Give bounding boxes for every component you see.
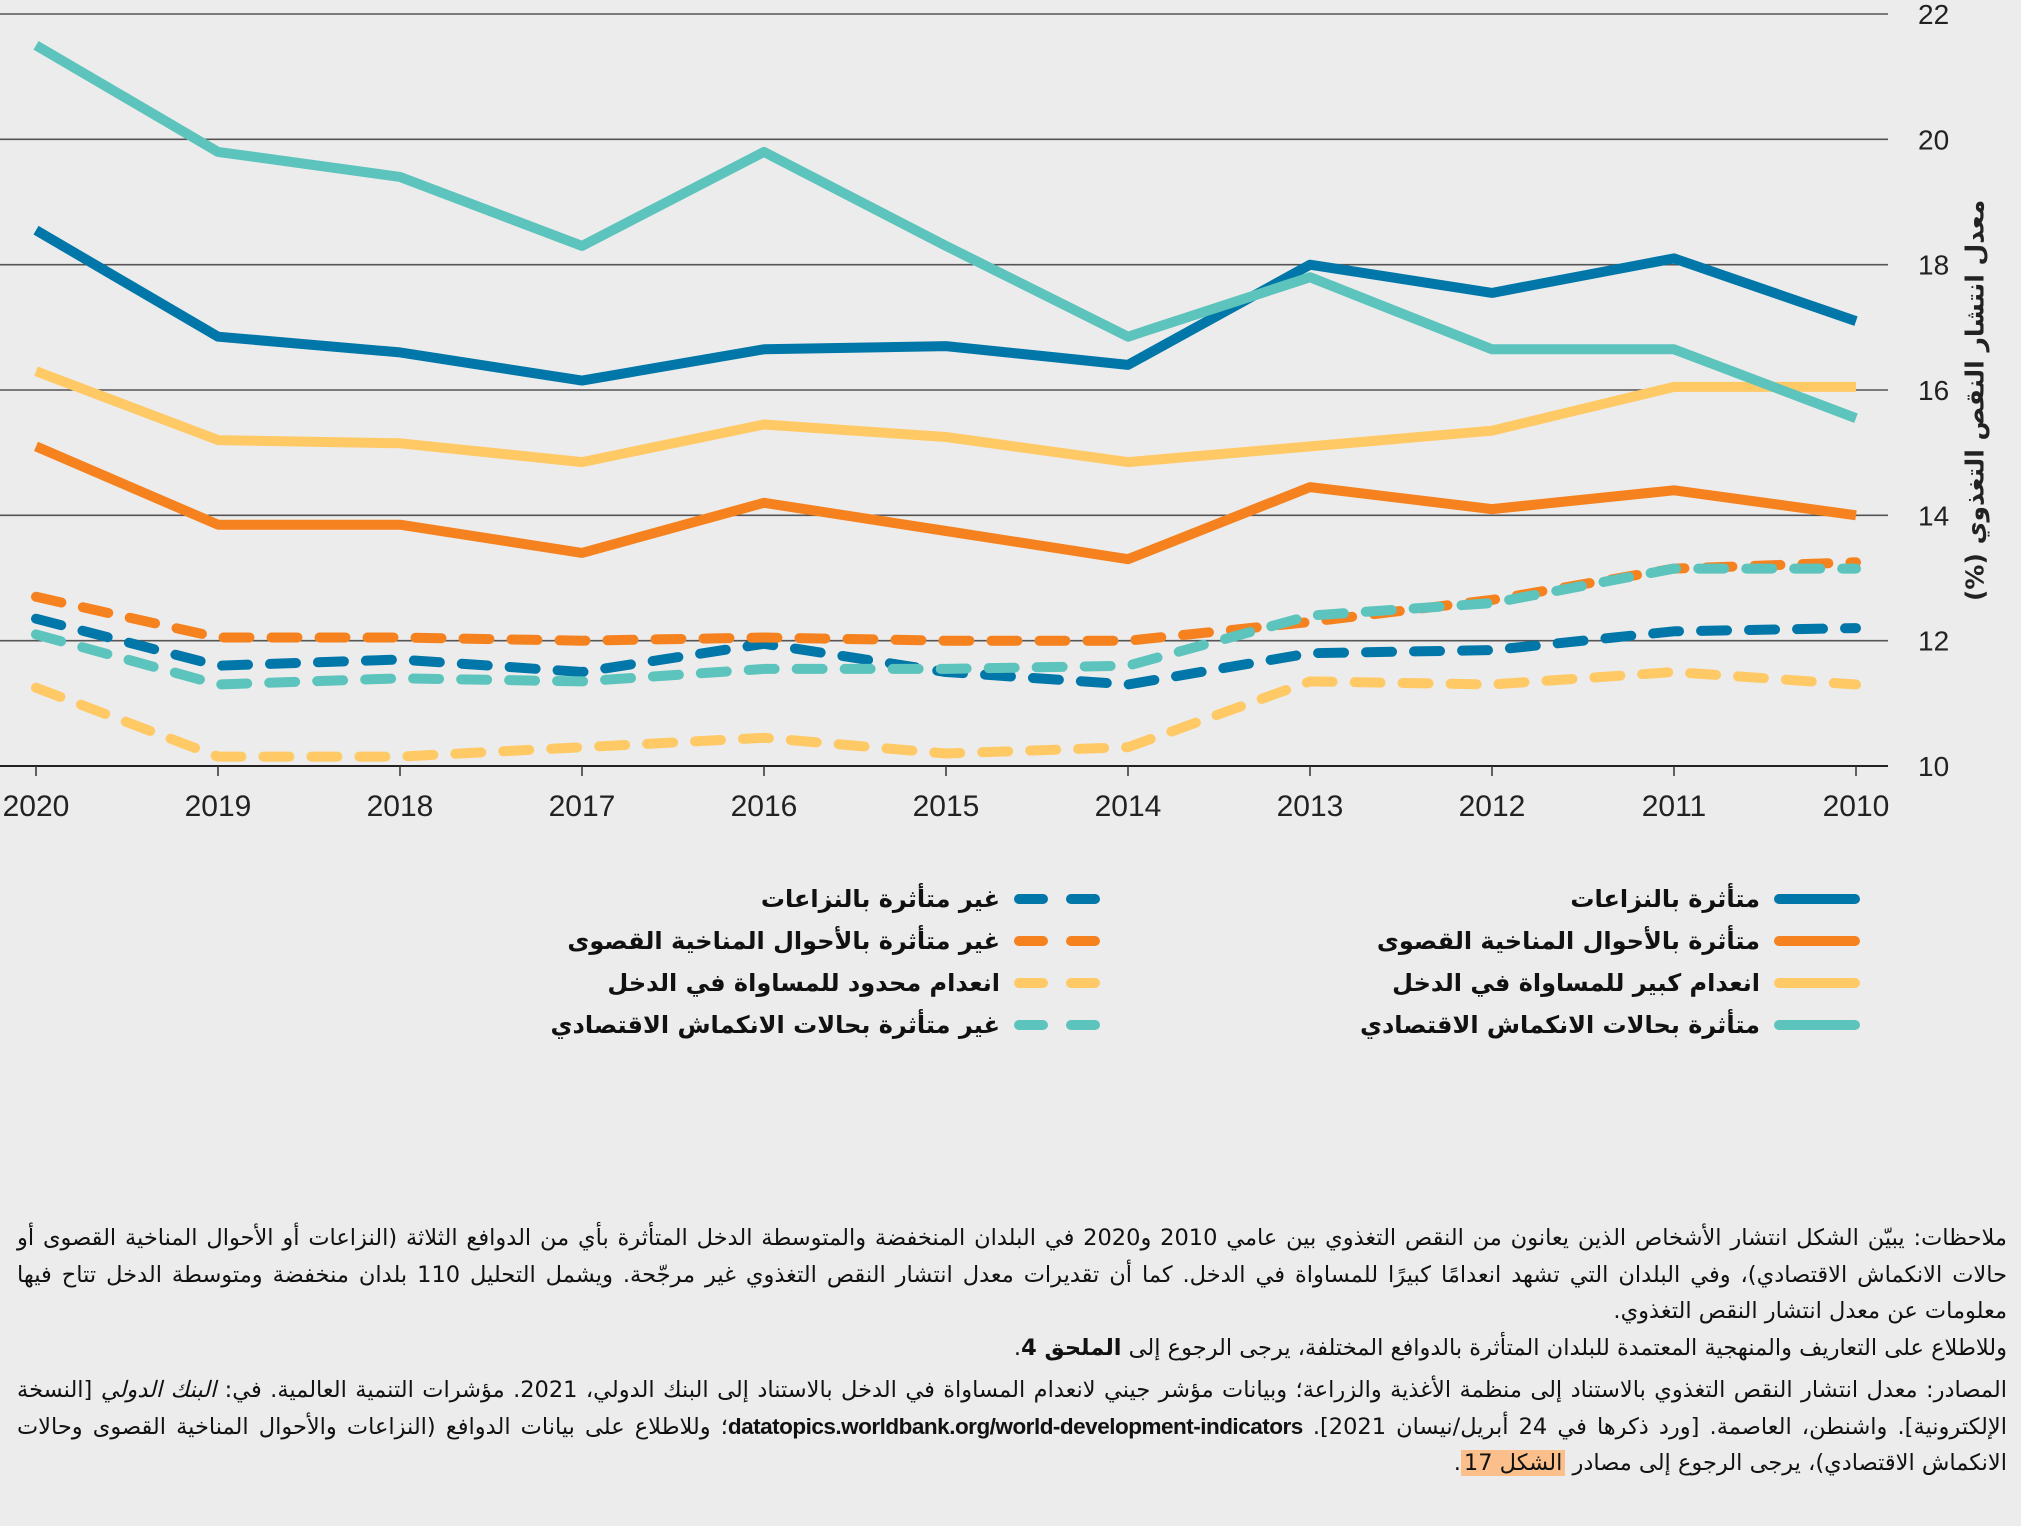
x-tick-label: 2018 — [367, 790, 434, 823]
legend-swatch-solid — [1774, 1020, 1860, 1030]
series-line-dashed-4: غير متأثرة بالنزاعات — [31, 613, 1861, 690]
legend-column-not-affected: غير متأثرة بالنزاعات غير متأثرة بالأحوال… — [550, 878, 1100, 1046]
y-tick-label: 16 — [1918, 375, 1949, 406]
notes-text: ملاحظات: يبيّن الشكل انتشار الأشخاص الذي… — [17, 1225, 2007, 1324]
legend-item: متأثرة بحالات الانكماش الاقتصادي — [1360, 1004, 1860, 1046]
y-axis-label: معدل انتشار النقص التغذوي (%) — [1960, 199, 1990, 601]
legend-label: انعدام كبير للمساواة في الدخل — [1392, 969, 1760, 997]
series-line-solid-1: متأثرة بالأحوال المناخية القصوى — [34, 441, 1857, 565]
annex-reference: الملحق 4 — [1021, 1334, 1122, 1361]
series-line-solid-2: انعدام كبير للمساواة في الدخل — [34, 366, 1856, 468]
sources-text-1: المصادر: معدل انتشار النقص التغذوي بالاس… — [216, 1377, 2007, 1403]
series-line-dashed-6: انعدام محدود للمساواة في الدخل — [31, 667, 1861, 762]
legend-item: غير متأثرة بالنزاعات — [551, 878, 1100, 920]
series-line-dashed-7: غير متأثرة بحالات الانكماش الاقتصادي — [31, 563, 1861, 690]
legend-item: غير متأثرة بالأحوال المناخية القصوى — [551, 920, 1100, 962]
legend-label: متأثرة بالأحوال المناخية القصوى — [1376, 927, 1760, 955]
sources-url-link[interactable]: datatopics.worldbank.org/world-developme… — [727, 1413, 1303, 1439]
notes-text-2: وللاطلاع على التعاريف والمنهجية المعتمدة… — [1121, 1334, 2007, 1361]
x-tick-label: 2012 — [1459, 790, 1526, 823]
legend-item: متأثرة بالنزاعات — [1360, 878, 1860, 920]
legend-label: غير متأثرة بالنزاعات — [760, 885, 1000, 913]
series-line-solid-0: متأثرة بالنزاعات — [33, 225, 1858, 386]
x-tick-label: 2020 — [3, 790, 70, 823]
axes: 10 12 14 16 18 20 22 2020 2019 2018 2017 2016 2015 20… — [0, 0, 1949, 823]
legend-swatch-solid — [1774, 978, 1860, 988]
x-tick-label: 2013 — [1277, 790, 1344, 823]
legend-label: غير متأثرة بحالات الانكماش الاقتصادي — [550, 1011, 1001, 1039]
sources-paragraph: المصادر: معدل انتشار النقص التغذوي بالاس… — [17, 1372, 2007, 1482]
gridlines — [0, 13, 1888, 642]
x-tick-label: 2010 — [1823, 790, 1890, 823]
y-tick-label: 14 — [1918, 500, 1949, 531]
legend-item: متأثرة بالأحوال المناخية القصوى — [1360, 920, 1860, 962]
sources-text-2: [النسخة الإلكترونية]. واشنطن، العاصمة. [… — [17, 1377, 2007, 1440]
legend: متأثرة بالنزاعات متأثرة بالأحوال المناخي… — [520, 878, 1860, 1058]
legend-swatch-dashed — [1014, 936, 1100, 946]
sources-italic: البنك الدولي — [100, 1377, 217, 1403]
series-line-solid-3: متأثرة بحالات الانكماش الاقتصادي — [33, 40, 1858, 423]
legend-label: متأثرة بالنزاعات — [1570, 885, 1760, 913]
legend-item: انعدام كبير للمساواة في الدخل — [1360, 962, 1860, 1004]
y-tick-label: 22 — [1918, 0, 1949, 30]
figure-17-link[interactable]: الشكل 17 — [1460, 1450, 1566, 1476]
legend-item: انعدام محدود للمساواة في الدخل — [551, 962, 1100, 1004]
y-tick-label: 20 — [1918, 124, 1949, 155]
sources-end: . — [1453, 1450, 1461, 1476]
legend-swatch-dashed — [1014, 1020, 1100, 1030]
legend-column-affected: متأثرة بالنزاعات متأثرة بالأحوال المناخي… — [1360, 878, 1860, 1046]
legend-swatch-solid — [1774, 894, 1860, 904]
notes-paragraph: ملاحظات: يبيّن الشكل انتشار الأشخاص الذي… — [17, 1220, 2007, 1366]
x-tick-label: 2011 — [1642, 790, 1707, 823]
figure-notes: ملاحظات: يبيّن الشكل انتشار الأشخاص الذي… — [17, 1220, 2007, 1488]
y-tick-label: 12 — [1918, 626, 1949, 657]
notes-end: . — [1013, 1334, 1022, 1361]
legend-label: انعدام محدود للمساواة في الدخل — [607, 969, 1000, 997]
x-tick-label: 2017 — [549, 790, 616, 823]
legend-item: غير متأثرة بحالات الانكماش الاقتصادي — [550, 1004, 1100, 1046]
x-tick-label: 2019 — [185, 790, 252, 823]
x-tick-label: 2016 — [731, 790, 798, 823]
legend-label: غير متأثرة بالأحوال المناخية القصوى — [567, 927, 1000, 955]
x-tick-label: 2014 — [1095, 790, 1162, 823]
sources-text-3: ؛ وللاطلاع على بيانات الدوافع (النزاعات … — [17, 1413, 2007, 1477]
series-line-dashed-5: غير متأثرة بالأحوال المناخية القصوى — [31, 557, 1861, 646]
y-tick-label: 18 — [1918, 250, 1949, 281]
legend-swatch-dashed — [1014, 978, 1100, 988]
legend-label: متأثرة بحالات الانكماش الاقتصادي — [1359, 1011, 1760, 1039]
x-tick-label: 2015 — [913, 790, 980, 823]
legend-swatch-solid — [1774, 936, 1860, 946]
y-tick-label: 10 — [1918, 751, 1949, 782]
legend-swatch-dashed — [1014, 894, 1100, 904]
